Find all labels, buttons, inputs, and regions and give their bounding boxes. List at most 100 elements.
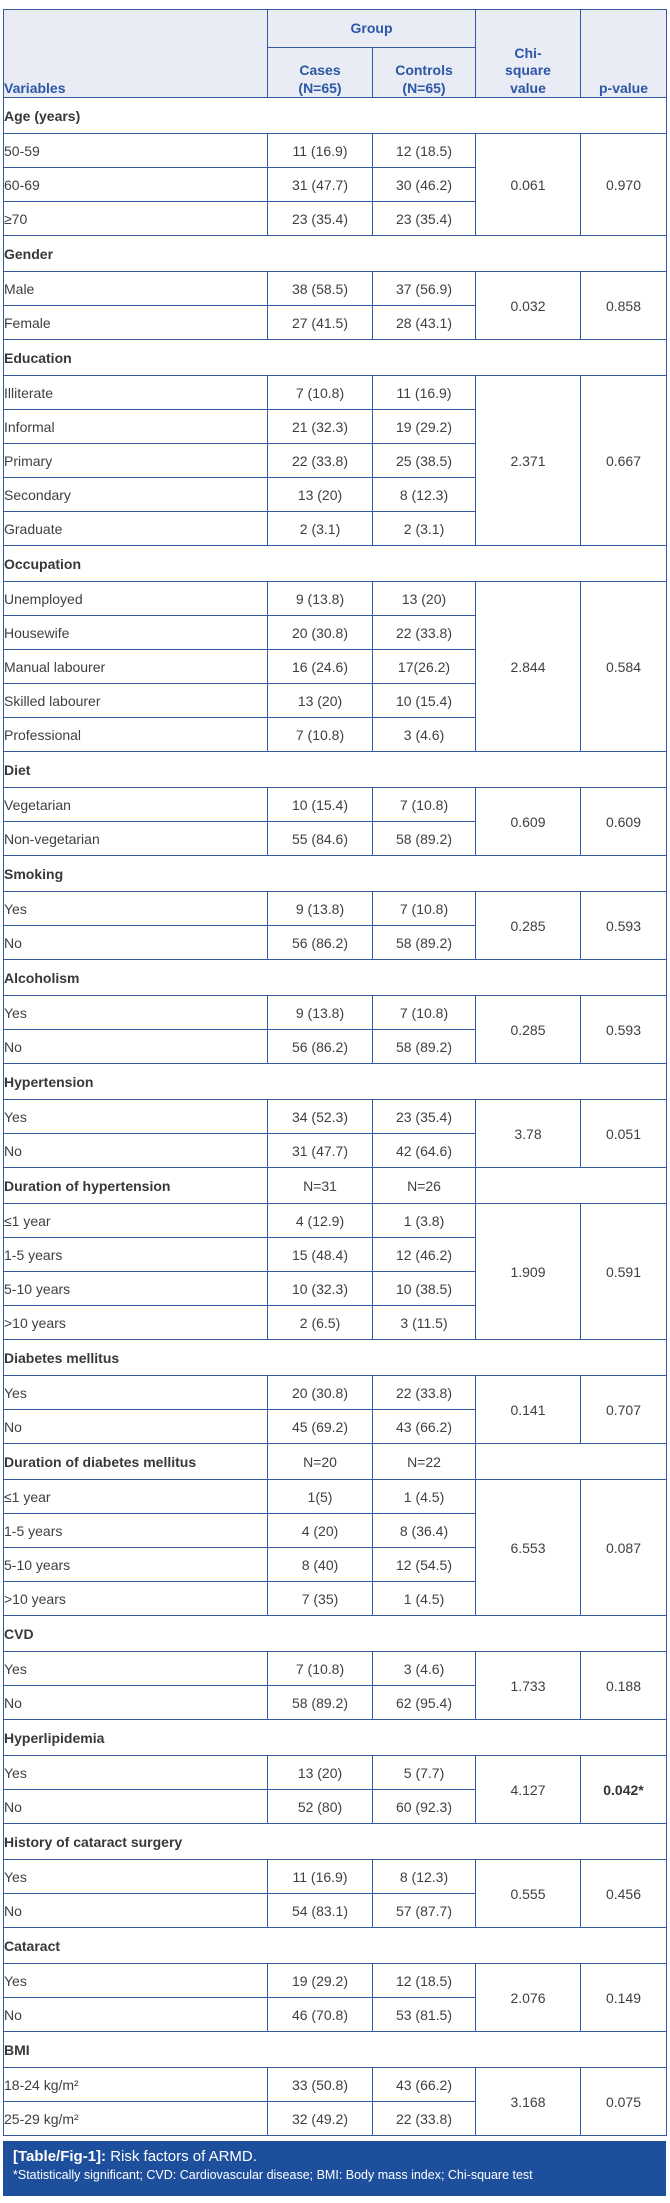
- cases-value-cell: 27 (41.5): [267, 305, 373, 340]
- p-value-cell: 0.042*: [580, 1755, 667, 1824]
- variable-cell: Graduate: [3, 511, 268, 546]
- variable-cell: Professional: [3, 717, 268, 752]
- variable-cell: No: [3, 1685, 268, 1720]
- controls-value-cell: 12 (54.5): [372, 1547, 476, 1582]
- controls-value-cell: 57 (87.7): [372, 1893, 476, 1928]
- variable-cell: Vegetarian: [3, 787, 268, 822]
- controls-value-cell: 17(26.2): [372, 649, 476, 684]
- variable-cell: 5-10 years: [3, 1271, 268, 1306]
- caption-title: [Table/Fig-1]: Risk factors of ARMD.: [13, 2147, 656, 2167]
- variable-cell: Housewife: [3, 615, 268, 650]
- cases-value-cell: 9 (13.8): [267, 581, 373, 616]
- section-title-cell: Occupation: [3, 545, 667, 582]
- table-row: 60-69 31 (47.7) 30 (46.2): [3, 167, 667, 202]
- cases-value-cell: 4 (20): [267, 1513, 373, 1548]
- controls-value-cell: 7 (10.8): [372, 787, 476, 822]
- section-title-cell: Diet: [3, 751, 667, 788]
- controls-value-cell: 25 (38.5): [372, 443, 476, 478]
- cases-value-cell: 7 (10.8): [267, 717, 373, 752]
- controls-value-cell: 3 (11.5): [372, 1305, 476, 1340]
- variable-cell: >10 years: [3, 1305, 268, 1340]
- variable-cell: Yes: [3, 1859, 268, 1894]
- chi-square-value-cell: 3.168: [475, 2067, 581, 2136]
- section-row: Gender: [3, 235, 667, 272]
- cases-value-cell: 2 (6.5): [267, 1305, 373, 1340]
- table-row: No 45 (69.2) 43 (66.2): [3, 1409, 667, 1444]
- controls-value-cell: 58 (89.2): [372, 821, 476, 856]
- variable-cell: 50-59: [3, 133, 268, 168]
- section-title-cell: Alcoholism: [3, 959, 667, 996]
- table-row: Yes 11 (16.9) 8 (12.3) 0.555 0.456: [3, 1859, 667, 1928]
- cases-value-cell: 13 (20): [267, 683, 373, 718]
- cases-value-cell: 7 (35): [267, 1581, 373, 1616]
- cases-value-cell: 31 (47.7): [267, 167, 373, 202]
- controls-value-cell: 22 (33.8): [372, 2101, 476, 2136]
- group-column-header: Group: [267, 9, 476, 48]
- controls-value-cell: 60 (92.3): [372, 1789, 476, 1824]
- table-row: ≤1 year 1(5) 1 (4.5) 6.553 0.087: [3, 1479, 667, 1616]
- table-row: No 56 (86.2) 58 (89.2): [3, 1029, 667, 1064]
- table-row: Housewife 20 (30.8) 22 (33.8): [3, 615, 667, 650]
- cases-value-cell: 7 (10.8): [267, 1651, 373, 1686]
- cases-value-cell: 22 (33.8): [267, 443, 373, 478]
- controls-value-cell: 5 (7.7): [372, 1755, 476, 1790]
- variable-cell: No: [3, 1997, 268, 2032]
- variable-cell: Informal: [3, 409, 268, 444]
- table-row: Professional 7 (10.8) 3 (4.6): [3, 717, 667, 752]
- cases-value-cell: 46 (70.8): [267, 1997, 373, 2032]
- section-row: Smoking: [3, 855, 667, 892]
- cases-value-cell: 32 (49.2): [267, 2101, 373, 2136]
- section-title-cell: Hyperlipidemia: [3, 1719, 667, 1756]
- section-title-cell: Age (years): [3, 97, 667, 134]
- p-value-cell: 0.970: [580, 133, 667, 236]
- controls-value-cell: 12 (46.2): [372, 1237, 476, 1272]
- controls-value-cell: 23 (35.4): [372, 1099, 476, 1134]
- controls-value-cell: 1 (3.8): [372, 1203, 476, 1238]
- p-value-cell: 0.456: [580, 1859, 667, 1928]
- controls-value-cell: 43 (66.2): [372, 2067, 476, 2102]
- section-row: Education: [3, 339, 667, 376]
- section-empty-stat-cell: [475, 1443, 667, 1480]
- cases-value-cell: 45 (69.2): [267, 1409, 373, 1444]
- section-row: Occupation: [3, 545, 667, 582]
- section-title-cell: Gender: [3, 235, 667, 272]
- risk-factors-table: Variables Group Chi- square value p-valu…: [3, 9, 667, 2136]
- variable-cell: Female: [3, 305, 268, 340]
- table-row: Unemployed 9 (13.8) 13 (20) 2.844 0.584: [3, 581, 667, 752]
- variable-cell: No: [3, 1133, 268, 1168]
- controls-value-cell: 30 (46.2): [372, 167, 476, 202]
- p-value-cell: 0.149: [580, 1963, 667, 2032]
- variable-cell: No: [3, 1029, 268, 1064]
- chi-square-value-cell: 0.141: [475, 1375, 581, 1444]
- section-title-cell: Duration of hypertension: [3, 1167, 268, 1204]
- p-value-cell: 0.051: [580, 1099, 667, 1168]
- controls-value-cell: 58 (89.2): [372, 1029, 476, 1064]
- variable-cell: Primary: [3, 443, 268, 478]
- table-row: 50-59 11 (16.9) 12 (18.5) 0.061 0.970: [3, 133, 667, 236]
- cases-value-cell: 2 (3.1): [267, 511, 373, 546]
- table-row: Yes 7 (10.8) 3 (4.6) 1.733 0.188: [3, 1651, 667, 1720]
- controls-value-cell: 1 (4.5): [372, 1479, 476, 1514]
- table-row: No 52 (80) 60 (92.3): [3, 1789, 667, 1824]
- chi-square-value-cell: 4.127: [475, 1755, 581, 1824]
- cases-value-cell: 55 (84.6): [267, 821, 373, 856]
- chi-square-value-cell: 1.909: [475, 1203, 581, 1340]
- cases-value-cell: 13 (20): [267, 1755, 373, 1790]
- controls-value-cell: 23 (35.4): [372, 201, 476, 236]
- table-row: 5-10 years 10 (32.3) 10 (38.5): [3, 1271, 667, 1306]
- cases-value-cell: 54 (83.1): [267, 1893, 373, 1928]
- controls-value-cell: 28 (43.1): [372, 305, 476, 340]
- p-value-cell: 0.858: [580, 271, 667, 340]
- section-row: Age (years): [3, 97, 667, 134]
- chi-square-value-cell: 3.78: [475, 1099, 581, 1168]
- chi-square-value-cell: 0.285: [475, 891, 581, 960]
- controls-value-cell: 12 (18.5): [372, 133, 476, 168]
- cases-value-cell: 16 (24.6): [267, 649, 373, 684]
- section-title-cell: Education: [3, 339, 667, 376]
- cases-value-cell: 56 (86.2): [267, 1029, 373, 1064]
- cases-value-cell: 10 (32.3): [267, 1271, 373, 1306]
- variable-cell: Unemployed: [3, 581, 268, 616]
- table-row: Informal 21 (32.3) 19 (29.2): [3, 409, 667, 444]
- table-row: Yes 19 (29.2) 12 (18.5) 2.076 0.149: [3, 1963, 667, 2032]
- controls-value-cell: 42 (64.6): [372, 1133, 476, 1168]
